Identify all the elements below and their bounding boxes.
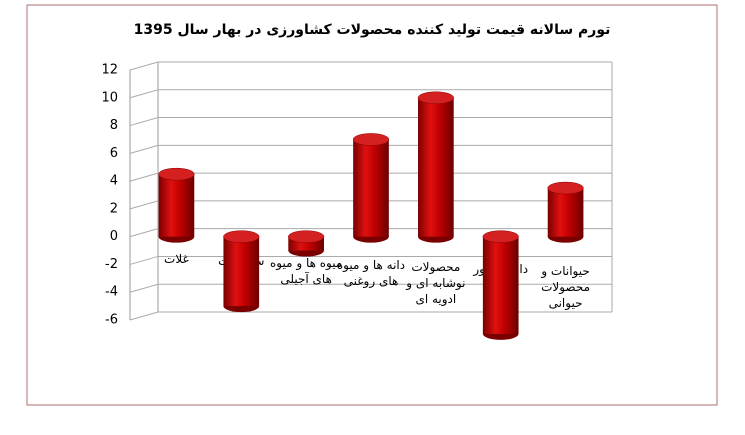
bar bbox=[418, 97, 454, 237]
bar bbox=[158, 174, 195, 237]
grid-line bbox=[129, 172, 612, 182]
x-tick-label: حیوانات و محصولات حیوانی bbox=[541, 263, 591, 310]
y-tick-label: 0 bbox=[110, 229, 118, 244]
x-tick-label: میوه ها و میوه های آجیلی bbox=[269, 255, 343, 286]
bar bbox=[353, 139, 389, 237]
y-tick-label: 12 bbox=[101, 63, 118, 78]
grid-line bbox=[129, 117, 612, 127]
y-tick-label: 8 bbox=[110, 118, 118, 133]
y-tick-label: -2 bbox=[105, 257, 118, 272]
x-tick-label-box: دانه ها و میوه های روغنی bbox=[336, 257, 406, 288]
cylinder-top bbox=[223, 230, 260, 243]
y-tick-label: -6 bbox=[105, 313, 118, 328]
grid-line bbox=[129, 283, 612, 293]
cylinder-top bbox=[288, 230, 325, 243]
x-tick-label-box: میوه ها و میوه های آجیلی bbox=[269, 255, 343, 286]
x-tick-label: محصولات نوشابه ای و ادویه ای bbox=[406, 259, 466, 306]
x-tick-label: غلات bbox=[164, 251, 189, 266]
grid-line bbox=[129, 144, 612, 154]
cylinder-top bbox=[352, 133, 390, 146]
bar bbox=[482, 236, 519, 334]
bar bbox=[547, 188, 584, 237]
grid-line bbox=[129, 89, 612, 99]
y-tick-label: 6 bbox=[110, 146, 118, 161]
y-tick-label: -4 bbox=[105, 285, 118, 300]
grid-line bbox=[129, 255, 612, 265]
x-tick-label-box: محصولات نوشابه ای و ادویه ای bbox=[406, 259, 466, 306]
x-tick-label-box: حیوانات و محصولات حیوانی bbox=[541, 263, 591, 310]
cylinder-top bbox=[547, 181, 584, 195]
grid-line bbox=[129, 228, 612, 238]
bar bbox=[223, 236, 260, 307]
cylinder-top bbox=[158, 167, 195, 181]
x-tick-label: دانه ها و میوه های روغنی bbox=[336, 257, 406, 288]
grid-line bbox=[129, 200, 612, 210]
y-tick-label: 10 bbox=[101, 90, 118, 105]
x-tick-label-box: غلات bbox=[164, 251, 189, 266]
cylinder-top bbox=[417, 91, 454, 105]
chart-title: تورم سالانه قیمت تولید کننده محصولات کشا… bbox=[134, 22, 611, 38]
cylinder-top bbox=[482, 230, 519, 243]
y-tick-label: 2 bbox=[110, 201, 118, 216]
grid-line bbox=[129, 61, 612, 71]
grid-line bbox=[129, 311, 612, 321]
y-tick-label: 4 bbox=[110, 174, 118, 189]
